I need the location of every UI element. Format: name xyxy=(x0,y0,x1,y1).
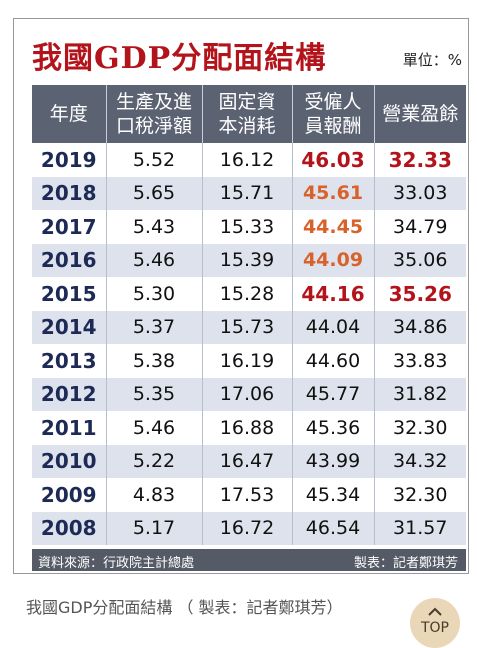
table-row: 2008 5.17 16.72 46.54 31.57 xyxy=(32,511,466,545)
year-cell: 2008 xyxy=(32,511,106,545)
column-header-text: 固定資本消耗 xyxy=(218,91,276,137)
value-cell: 15.33 xyxy=(201,210,292,244)
value-cell: 16.12 xyxy=(201,143,292,177)
value-cell: 44.60 xyxy=(291,344,374,378)
year-cell: 2011 xyxy=(40,415,97,440)
year-cell: 2016 xyxy=(32,243,106,277)
value-cell: 31.82 xyxy=(373,377,466,411)
infographic: 我國GDP分配面結構 單位：% 年度 生產及進口稅淨額 固定資本消耗 受僱人員報酬 營業… xyxy=(13,18,469,574)
value-cell: 5.37 xyxy=(105,310,202,344)
year-cell: 2013 xyxy=(40,348,97,373)
column-header-text: 營業盈餘 xyxy=(382,103,459,125)
column-header: 固定資本消耗 xyxy=(201,85,292,143)
value-cell: 15.73 xyxy=(201,310,292,344)
year-cell: 2018 xyxy=(32,176,106,210)
value-cell: 15.71 xyxy=(201,176,292,210)
value-cell: 46.54 xyxy=(291,511,374,545)
value-cell: 16.72 xyxy=(201,511,292,545)
table-row: 2019 5.52 16.12 46.03 32.33 xyxy=(32,143,466,177)
year-cell: 2017 xyxy=(40,214,97,239)
table-row: 2013 5.38 16.19 44.60 33.83 xyxy=(32,344,466,378)
value-cell: 5.17 xyxy=(105,511,202,545)
top-button[interactable]: TOP xyxy=(410,598,460,648)
column-header: 年度 xyxy=(32,85,106,143)
value-cell: 34.79 xyxy=(373,210,466,244)
value-cell: 32.30 xyxy=(373,478,466,512)
unit: 單位：% xyxy=(402,51,462,69)
value-cell: 17.53 xyxy=(201,478,292,512)
value-cell: 31.57 xyxy=(373,511,466,545)
value-cell: 45.77 xyxy=(291,377,374,411)
value-cell: 17.06 xyxy=(201,377,292,411)
value-cell: 45.61 xyxy=(291,176,374,210)
table-body: 2019 5.52 16.12 46.03 32.33 2018 5.65 15.71 45.6… xyxy=(32,143,466,545)
table-row: 2016 5.46 15.39 44.09 35.06 xyxy=(32,243,466,277)
value-cell: 15.28 xyxy=(201,277,292,311)
value-cell: 34.32 xyxy=(373,444,466,478)
table-row: 2017 5.43 15.33 44.45 34.79 xyxy=(32,210,466,244)
year-cell: 2010 xyxy=(32,444,106,478)
value-cell: 44.16 xyxy=(291,277,374,311)
value-cell: 5.38 xyxy=(105,344,202,378)
source: 資料來源：行政院主計總處 xyxy=(38,556,195,571)
value-cell: 5.46 xyxy=(105,411,202,445)
value-cell: 5.52 xyxy=(105,143,202,177)
credit: 製表：記者鄭琪芳 xyxy=(353,556,458,571)
table-row: 2011 5.46 16.88 45.36 32.30 xyxy=(32,411,466,445)
value-cell: 33.83 xyxy=(373,344,466,378)
value-cell: 46.03 xyxy=(291,143,374,177)
table-row: 2012 5.35 17.06 45.77 31.82 xyxy=(32,377,466,411)
value-cell: 16.47 xyxy=(201,444,292,478)
column-header: 生產及進口稅淨額 xyxy=(105,85,202,143)
caption: 我國GDP分配面結構 （ 製表：記者鄭琪芳） xyxy=(26,598,343,617)
column-header-text: 生產及進口稅淨額 xyxy=(115,91,192,137)
value-cell: 5.43 xyxy=(105,210,202,244)
column-header-text: 受僱人員報酬 xyxy=(304,91,362,137)
value-cell: 5.65 xyxy=(105,176,202,210)
value-cell: 35.06 xyxy=(373,243,466,277)
table-row: 2009 4.83 17.53 45.34 32.30 xyxy=(32,478,466,512)
value-cell: 32.33 xyxy=(373,143,466,177)
value-cell: 5.46 xyxy=(105,243,202,277)
value-cell: 5.35 xyxy=(105,377,202,411)
year-cell: 2015 xyxy=(40,281,97,306)
table-row: 2010 5.22 16.47 43.99 34.32 xyxy=(32,444,466,478)
year-cell: 2019 xyxy=(40,147,97,172)
value-cell: 34.86 xyxy=(373,310,466,344)
value-cell: 45.34 xyxy=(291,478,374,512)
value-cell: 16.19 xyxy=(201,344,292,378)
value-cell: 33.03 xyxy=(373,176,466,210)
value-cell: 44.04 xyxy=(291,310,374,344)
column-header: 營業盈餘 xyxy=(373,85,466,143)
year-cell: 2012 xyxy=(32,377,106,411)
table-row: 2014 5.37 15.73 44.04 34.86 xyxy=(32,310,466,344)
value-cell: 5.22 xyxy=(105,444,202,478)
value-cell: 16.88 xyxy=(201,411,292,445)
value-cell: 43.99 xyxy=(291,444,374,478)
year-cell: 2014 xyxy=(32,310,106,344)
value-cell: 15.39 xyxy=(201,243,292,277)
footer-bar: 資料來源：行政院主計總處 製表：記者鄭琪芳 xyxy=(32,549,466,571)
value-cell: 5.30 xyxy=(105,277,202,311)
year-cell: 2009 xyxy=(40,482,97,507)
table-row: 2018 5.65 15.71 45.61 33.03 xyxy=(32,176,466,210)
title: 我國GDP分配面結構 xyxy=(32,41,327,76)
value-cell: 44.45 xyxy=(291,210,374,244)
top-label[interactable]: TOP xyxy=(420,620,449,636)
data-table: 年度 生產及進口稅淨額 固定資本消耗 受僱人員報酬 營業盈餘 2019 5.52 16.12… xyxy=(32,85,466,545)
table-row: 2015 5.30 15.28 44.16 35.26 xyxy=(32,277,466,311)
header-row: 年度 生產及進口稅淨額 固定資本消耗 受僱人員報酬 營業盈餘 xyxy=(32,85,466,143)
value-cell: 35.26 xyxy=(373,277,466,311)
value-cell: 4.83 xyxy=(105,478,202,512)
value-cell: 32.30 xyxy=(373,411,466,445)
column-header-text: 年度 xyxy=(49,103,88,125)
value-cell: 45.36 xyxy=(291,411,374,445)
value-cell: 44.09 xyxy=(291,243,374,277)
up-arrow xyxy=(428,607,442,616)
column-header: 受僱人員報酬 xyxy=(291,85,374,143)
